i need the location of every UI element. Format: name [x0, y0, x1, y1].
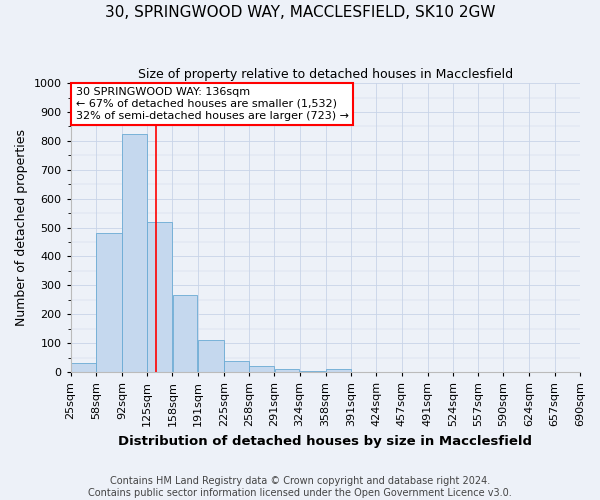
Bar [300, 370, 325, 372]
Bar [326, 369, 351, 372]
Y-axis label: Number of detached properties: Number of detached properties [15, 129, 28, 326]
Bar [96, 234, 122, 372]
Bar [173, 296, 197, 372]
Bar [250, 366, 274, 372]
Title: Size of property relative to detached houses in Macclesfield: Size of property relative to detached ho… [138, 68, 513, 80]
Text: 30, SPRINGWOOD WAY, MACCLESFIELD, SK10 2GW: 30, SPRINGWOOD WAY, MACCLESFIELD, SK10 2… [105, 5, 495, 20]
Bar [148, 222, 172, 372]
X-axis label: Distribution of detached houses by size in Macclesfield: Distribution of detached houses by size … [118, 434, 532, 448]
Text: 30 SPRINGWOOD WAY: 136sqm
← 67% of detached houses are smaller (1,532)
32% of se: 30 SPRINGWOOD WAY: 136sqm ← 67% of detac… [76, 88, 349, 120]
Bar [275, 369, 299, 372]
Bar [122, 134, 147, 372]
Text: Contains HM Land Registry data © Crown copyright and database right 2024.
Contai: Contains HM Land Registry data © Crown c… [88, 476, 512, 498]
Bar [71, 364, 95, 372]
Bar [224, 361, 249, 372]
Bar [198, 340, 224, 372]
